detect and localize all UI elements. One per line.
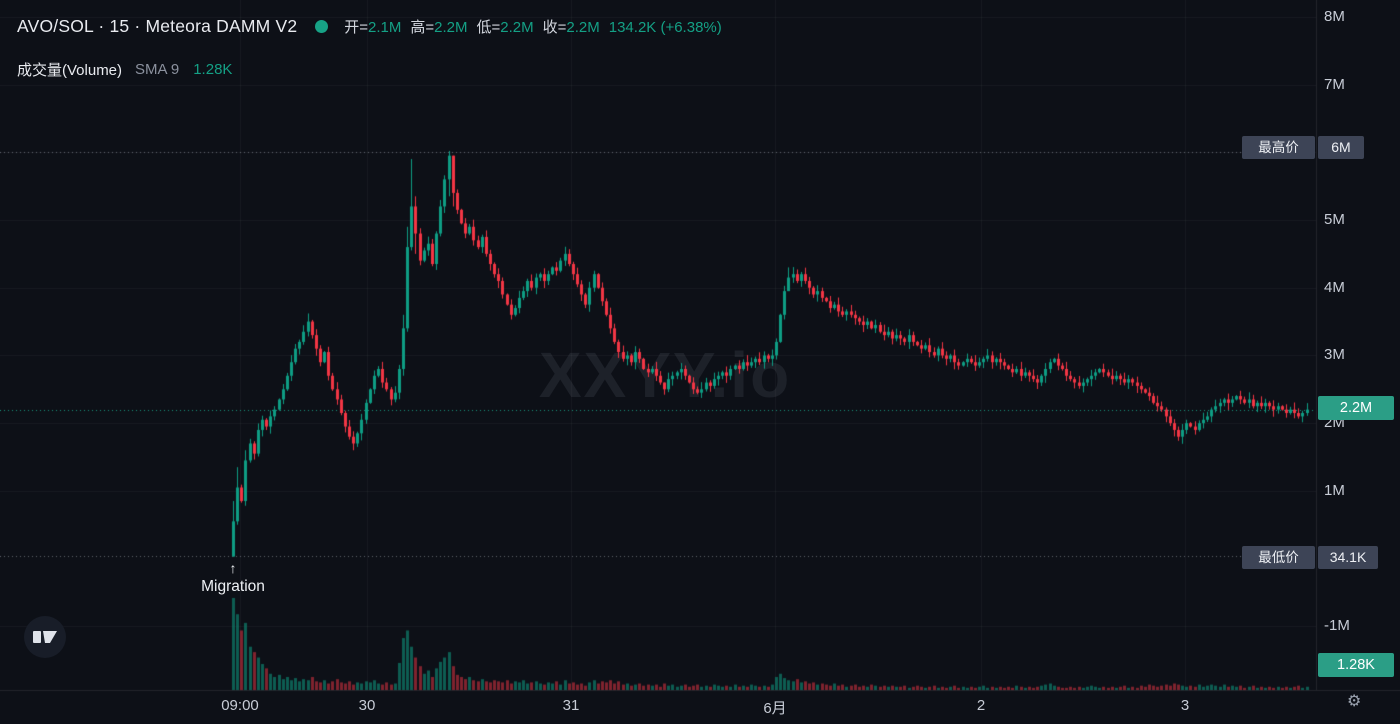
lowest-price-value: 34.1K xyxy=(1318,546,1378,569)
chart-legend: AVO/SOL · 15 · Meteora DAMM V2 开=2.1M 高=2… xyxy=(17,13,722,80)
high-value: 2.2M xyxy=(434,18,468,36)
tradingview-logo[interactable] xyxy=(24,616,66,658)
open-label: 开= xyxy=(344,18,369,36)
time-axis-label: 30 xyxy=(358,697,376,714)
close-label: 收= xyxy=(542,18,567,36)
indicator-row: 成交量(Volume) SMA 9 1.28K xyxy=(17,59,722,80)
market-status-dot-icon xyxy=(315,19,329,33)
time-axis-label: 09:00 xyxy=(221,697,259,714)
highest-price-value: 6M xyxy=(1318,136,1364,159)
time-axis-label: 31 xyxy=(562,697,580,714)
symbol-title[interactable]: AVO/SOL · 15 · Meteora DAMM V2 xyxy=(17,15,298,36)
migration-arrow-icon: ↑ xyxy=(229,560,237,576)
indicator-volume-label[interactable]: 成交量(Volume) xyxy=(17,62,123,79)
change-value: 134.2K (+6.38%) xyxy=(608,18,722,36)
time-axis-label: 2 xyxy=(976,697,986,714)
price-axis-label: 8M xyxy=(1324,7,1345,25)
time-axis-label: 6月 xyxy=(763,700,787,717)
tradingview-logo-icon xyxy=(33,631,57,643)
open-value: 2.1M xyxy=(368,18,402,36)
price-axis-label: 3M xyxy=(1324,346,1345,364)
current-price-badge: 2.2M xyxy=(1318,396,1394,420)
time-axis[interactable]: 09:00 30 31 6月 2 3 xyxy=(0,690,1400,724)
low-value: 2.2M xyxy=(500,18,534,36)
settings-gear-icon[interactable]: ⚙ xyxy=(1347,693,1362,710)
price-axis[interactable]: 8M7M6M5M4M3M2M1M-1M xyxy=(1316,0,1400,690)
highest-price-tag: 最高价 xyxy=(1242,136,1315,159)
price-axis-label: -1M xyxy=(1324,617,1350,635)
high-label: 高= xyxy=(410,18,435,36)
symbol-row: AVO/SOL · 15 · Meteora DAMM V2 开=2.1M 高=2… xyxy=(17,13,722,39)
low-label: 低= xyxy=(476,18,501,36)
price-axis-label: 1M xyxy=(1324,481,1345,499)
indicator-sma-param: SMA 9 xyxy=(135,61,180,78)
price-axis-label: 5M xyxy=(1324,211,1345,228)
lowest-price-tag: 最低价 xyxy=(1242,546,1315,569)
ohlc-values: 开=2.1M 高=2.2M 低=2.2M 收=2.2M 134.2K (+6.38%) xyxy=(344,16,722,37)
time-axis-label: 3 xyxy=(1180,697,1190,714)
migration-annotation: Migration xyxy=(201,578,265,595)
close-value: 2.2M xyxy=(566,18,600,36)
current-volume-badge: 1.28K xyxy=(1318,653,1394,677)
price-axis-label: 7M xyxy=(1324,75,1345,93)
indicator-volume-value: 1.28K xyxy=(193,61,233,78)
price-axis-label: 4M xyxy=(1324,278,1345,296)
